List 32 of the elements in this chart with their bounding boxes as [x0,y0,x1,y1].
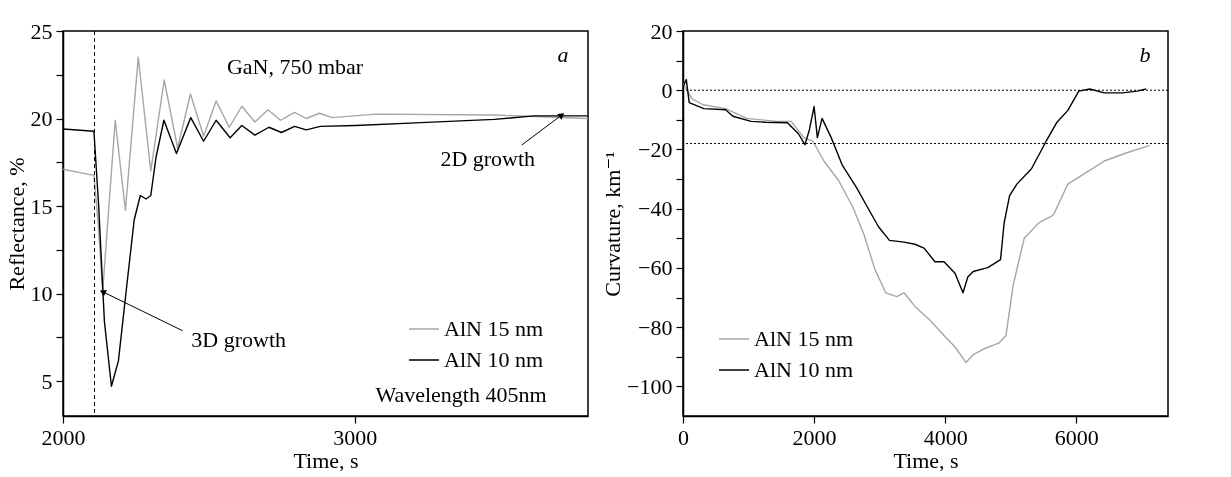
legend-label: AlN 15 nm [754,326,853,351]
y-axis-title: Reflectance, % [3,157,29,291]
x-tick-label: 6000 [1054,424,1099,450]
y-tick-label: −80 [638,314,673,340]
annotation: GaN, 750 mbar [226,54,364,79]
annotation: 3D growth [191,326,287,352]
legend-label: AlN 10 nm [754,357,853,382]
y-tick-label: −100 [627,373,673,399]
x-tick-label: 3000 [333,424,378,450]
y-tick-label: 10 [30,281,53,306]
legend-label: AlN 15 nm [444,316,543,341]
x-tick-label: 2000 [41,424,86,450]
x-tick-label: 4000 [923,424,968,450]
x-tick-label: 0 [678,424,689,450]
legend-label: AlN 10 nm [444,347,543,372]
y-tick-label: −60 [638,255,673,281]
annotation: a [557,42,569,67]
y-axis-title: Curvature, km⁻¹ [600,151,626,297]
y-tick-label: −20 [638,136,673,162]
x-axis-title: Time, s [293,447,359,473]
y-tick-label: 25 [30,18,53,44]
x-axis-title: Time, s [893,447,959,473]
y-tick-label: 15 [30,193,53,219]
y-tick-label: 20 [30,106,53,131]
y-tick-label: −40 [638,196,673,222]
annotation: b [1139,42,1151,67]
x-tick-label: 2000 [792,424,837,450]
y-tick-label: 5 [41,368,53,394]
annotation: Wavelength 405nm [375,382,547,407]
annotation: 2D growth [440,146,536,171]
y-tick-label: 0 [661,77,673,103]
y-tick-label: 20 [650,18,673,44]
